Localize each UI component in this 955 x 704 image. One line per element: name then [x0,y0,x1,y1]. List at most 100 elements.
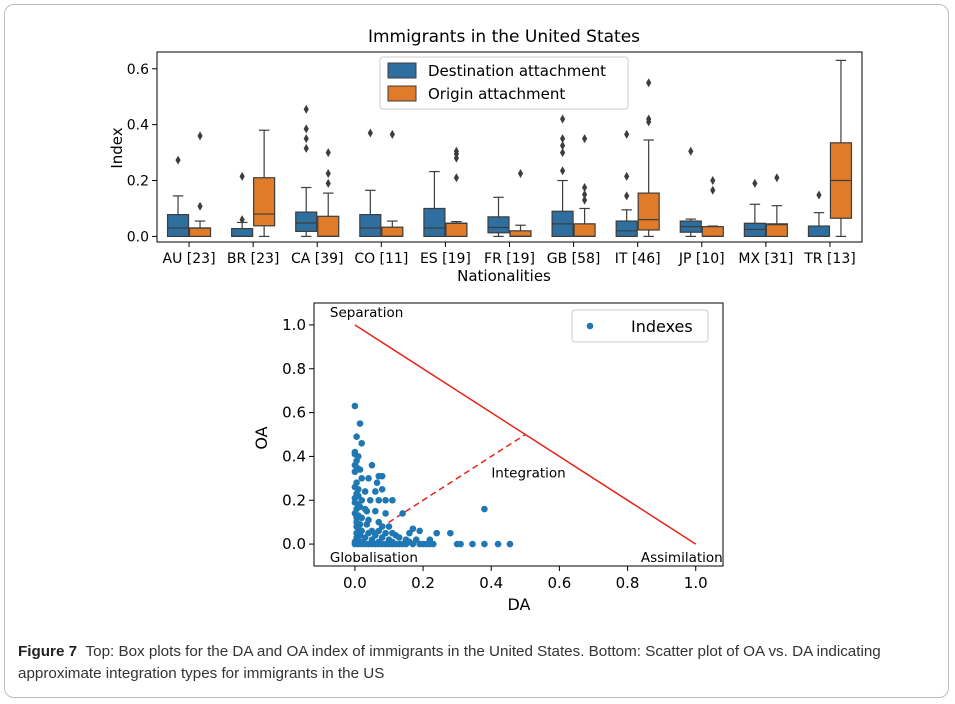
x-tick-label: TR [13] [803,251,855,267]
x-tick-label: 0.2 [411,574,435,592]
outlier-point [303,134,309,144]
data-point [378,485,386,493]
box-destination [359,128,382,238]
data-point [375,496,383,504]
data-point [385,523,393,530]
y-tick-label: 0.6 [282,404,306,422]
data-point [429,540,437,548]
outlier-point [389,129,395,139]
outlier-point [624,171,630,181]
data-point [481,540,488,548]
box-body [487,216,510,234]
y-tick-label: 0.6 [127,62,149,78]
data-point [366,496,374,504]
box-body [765,223,788,238]
outlier-point [774,173,780,183]
data-point [361,488,369,495]
outlier-point [559,141,566,151]
outlier-point [581,190,588,199]
outlier-point [303,124,309,134]
scatter-legend: Indexes [571,309,709,343]
data-point [469,540,476,548]
annotation-assimilation: Assimilation [641,550,723,566]
figure-frame [4,4,949,698]
box-body [295,211,318,232]
outlier-point [325,178,331,188]
outlier-point [710,185,716,195]
outlier-point [453,173,460,183]
data-point [457,540,464,548]
legend-label: Destination attachment [428,62,606,80]
x-tick-label: 0.8 [616,574,640,592]
outlier-point [816,190,822,200]
annotation-globalisation: Globalisation [330,550,418,566]
figure-caption: Figure 7 Top: Box plots for the DA and O… [18,641,940,685]
outlier-point [239,171,245,181]
box-body [423,207,446,238]
caption-text: Top: Box plots for the DA and OA index o… [18,643,881,682]
x-tick-label: JP [10] [678,251,725,267]
outlier-point [453,146,460,156]
x-tick-label: BR [23] [227,251,280,267]
data-point [382,510,389,517]
box-plot-area: 0.0 0.2 0.4 0.6 AU [23] BR [23] CA [39] CO [11]… [127,51,863,267]
outlier-point [752,178,758,188]
outlier-point [581,183,588,193]
box-origin [701,176,724,238]
data-point [409,525,417,533]
data-point [358,439,366,447]
box-origin [637,78,660,238]
outlier-point [624,129,630,139]
outlier-point [559,114,566,124]
outlier-point [175,155,181,165]
box-origin [509,169,532,238]
y-tick-label: 0.8 [282,360,306,378]
x-tick-label: 0.0 [343,574,367,592]
y-tick-label: 0.0 [282,535,306,553]
data-point [351,402,359,410]
legend-label: Indexes [631,317,693,336]
outlier-point [517,169,524,179]
scatter-plot-area: 0.0 0.2 0.4 0.6 0.8 1.0 0.0 0.2 0.4 0.6 0.8 1.0 Sepa… [282,302,724,592]
outlier-point [239,215,245,225]
data-point [356,420,364,427]
data-point [372,488,379,495]
data-point [447,529,454,537]
box-origin [829,59,853,238]
box-origin [573,134,596,238]
data-point [368,461,376,469]
outlier-point [559,148,566,158]
outlier-point [325,169,331,179]
data-point [382,496,389,504]
x-tick-label: 0.4 [479,574,503,592]
outlier-point [624,191,630,201]
data-point [389,496,396,504]
y-tick-label: 0.4 [282,447,306,465]
data-point [399,510,406,517]
x-tick-label: 1.0 [684,574,708,592]
legend-box [379,56,629,110]
box-plot-y-label: Index [108,127,126,168]
outlier-point [303,104,309,114]
box-destination [679,146,702,238]
outlier-point [367,128,373,138]
box-body [359,214,382,238]
data-point [481,505,488,513]
box-destination [487,196,510,238]
y-tick-label: 0.2 [127,174,149,190]
x-tick-label: 0.6 [547,574,571,592]
outlier-point [559,166,566,176]
box-plot-legend: Destination attachment Origin attachment [379,56,629,110]
legend-swatch [387,62,417,79]
data-point [416,527,423,535]
box-origin [445,146,468,238]
data-point [358,475,366,482]
box-plot-title: Immigrants in the United States [368,27,640,47]
caption-lead: Figure 7 [18,643,78,660]
x-tick-label: AU [23] [163,251,216,267]
outlier-point [325,148,331,158]
box-destination [551,114,574,238]
data-point [395,534,403,541]
legend-box [571,309,709,343]
box-body [637,192,660,231]
